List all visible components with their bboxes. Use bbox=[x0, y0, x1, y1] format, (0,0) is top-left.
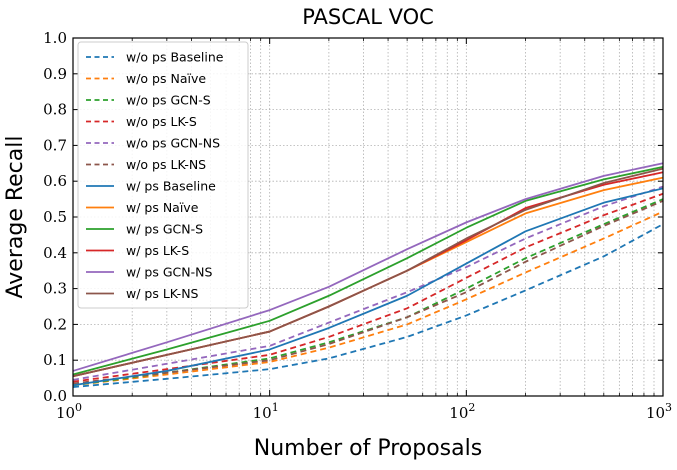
legend-label: w/o ps LK-NS bbox=[126, 157, 206, 172]
series-line-4 bbox=[72, 192, 664, 383]
x-tick-label: 102 bbox=[449, 401, 475, 422]
y-tick-label: 0.8 bbox=[43, 101, 67, 119]
y-tick-label: 1.0 bbox=[43, 29, 67, 47]
legend-label: w/ ps LK-S bbox=[126, 243, 189, 258]
y-tick-label: 0.1 bbox=[43, 351, 67, 369]
legend-label: w/o ps Baseline bbox=[126, 50, 224, 65]
y-tick-label: 0.6 bbox=[43, 172, 67, 190]
legend-label: w/ ps LK-NS bbox=[126, 286, 199, 301]
x-tick-label: 103 bbox=[646, 401, 672, 422]
legend: w/o ps Baseline w/o ps Naïve w/o ps GCN-S w… bbox=[77, 41, 249, 309]
series-line-6 bbox=[72, 200, 664, 385]
y-axis-label: Average Recall bbox=[3, 136, 28, 299]
legend-label: w/ ps Naïve bbox=[126, 200, 199, 215]
y-tick-label: 0.5 bbox=[43, 208, 67, 226]
series-line-9 bbox=[72, 165, 664, 376]
chart-title: PASCAL VOC bbox=[302, 5, 434, 29]
y-tick-label: 0.7 bbox=[43, 136, 67, 154]
series-line-5 bbox=[72, 185, 664, 381]
series-line-2 bbox=[72, 210, 664, 387]
y-tick-label: 0.9 bbox=[43, 65, 67, 83]
series-line-11 bbox=[72, 162, 664, 372]
legend-label: w/ ps GCN-S bbox=[126, 222, 203, 237]
legend-label: w/o ps GCN-S bbox=[126, 93, 211, 108]
legend-box bbox=[77, 41, 249, 309]
series-lines bbox=[72, 162, 664, 388]
legend-label: w/o ps GCN-NS bbox=[126, 136, 220, 151]
y-tick-label: 0.0 bbox=[43, 387, 67, 405]
series-line-1 bbox=[72, 223, 664, 388]
legend-label: w/o ps LK-S bbox=[126, 114, 197, 129]
legend-label: w/ ps Baseline bbox=[126, 179, 216, 194]
series-line-12 bbox=[72, 167, 664, 378]
y-tick-label: 0.2 bbox=[43, 315, 67, 333]
x-tick-label: 100 bbox=[56, 401, 82, 422]
y-tick-label: 0.3 bbox=[43, 280, 67, 298]
legend-label: w/ ps GCN-NS bbox=[126, 265, 212, 280]
x-axis-label: Number of Proposals bbox=[254, 436, 482, 461]
legend-label: w/o ps Naïve bbox=[126, 71, 206, 86]
axis-ticks: 0.0 0.1 0.2 0.3 0.4 0.5 0.6 0.7 0.8 0.9 1.0 100 101 1… bbox=[43, 29, 672, 422]
y-tick-label: 0.4 bbox=[43, 244, 67, 262]
series-line-7 bbox=[72, 187, 664, 387]
x-tick-label: 101 bbox=[253, 401, 279, 422]
